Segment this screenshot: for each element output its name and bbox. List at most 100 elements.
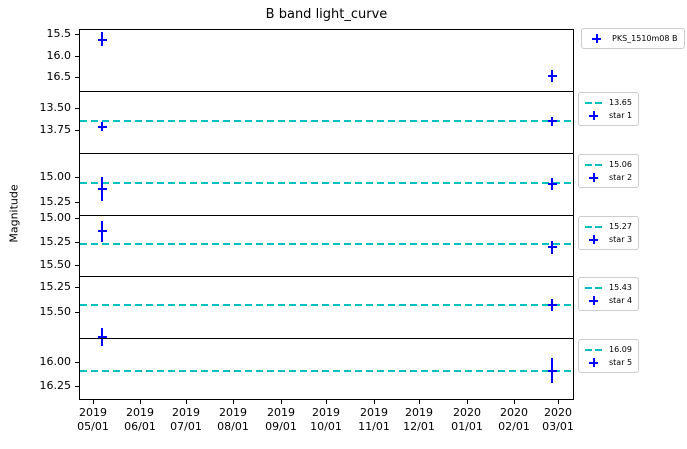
plus-marker-icon <box>588 34 605 43</box>
y-tick-label: 15.00 <box>39 211 72 224</box>
dashed-line-icon <box>585 160 602 169</box>
legend-label: star 2 <box>609 173 633 182</box>
x-tick-mark <box>467 400 468 404</box>
legend-entry: star 3 <box>585 233 632 246</box>
y-tick-mark <box>75 312 79 313</box>
legend-label: 15.06 <box>609 160 632 169</box>
y-tick-mark <box>75 177 79 178</box>
dashed-line-icon <box>585 283 602 292</box>
data-point <box>98 336 107 338</box>
x-tick-mark <box>93 400 94 404</box>
legend-star-1: 13.65 star 1 <box>578 92 640 126</box>
y-tick-label: 15.50 <box>39 258 72 271</box>
x-tick-mark <box>186 400 187 404</box>
plus-swatch-v <box>592 358 595 367</box>
x-tick-mark <box>419 400 420 404</box>
dashed-line-icon <box>585 345 602 354</box>
x-tick-mark <box>514 400 515 404</box>
plus-swatch-v <box>592 111 595 120</box>
dash-swatch-line <box>585 101 602 104</box>
y-tick-label: 15.25 <box>39 235 72 248</box>
reference-line <box>80 182 573 184</box>
data-point <box>548 120 557 122</box>
x-tick-mark <box>374 400 375 404</box>
x-tick-label: 2019 11/01 <box>358 406 390 433</box>
legend-label: star 3 <box>609 235 633 244</box>
legend-entry: 13.65 <box>585 96 632 109</box>
legend-label: 13.65 <box>609 98 632 107</box>
x-tick-label: 2019 05/01 <box>77 406 109 433</box>
plus-marker-icon <box>585 235 602 244</box>
plot-area <box>79 29 574 400</box>
panel-divider <box>79 338 574 339</box>
legend-label: star 5 <box>609 358 633 367</box>
legend-entry: star 2 <box>585 171 632 184</box>
legend-entry: 15.27 <box>585 220 632 233</box>
reference-line <box>80 243 573 245</box>
y-tick-mark <box>75 265 79 266</box>
legend-entry: star 5 <box>585 356 632 369</box>
data-point <box>98 188 107 190</box>
x-tick-mark <box>233 400 234 404</box>
data-point <box>98 39 107 41</box>
legend-entry: PKS_1510m08 B <box>588 32 678 45</box>
panel-divider <box>79 91 574 92</box>
y-tick-mark <box>75 202 79 203</box>
legend-star-3: 15.27 star 3 <box>578 216 640 250</box>
x-tick-mark <box>281 400 282 404</box>
reference-line <box>80 304 573 306</box>
panel-divider <box>79 153 574 154</box>
x-tick-mark <box>140 400 141 404</box>
x-tick-label: 2019 10/01 <box>310 406 342 433</box>
data-point <box>548 304 557 306</box>
data-point <box>548 370 557 372</box>
x-tick-label: 2020 02/01 <box>498 406 530 433</box>
y-tick-mark <box>75 362 79 363</box>
y-tick-mark <box>75 130 79 131</box>
x-tick-label: 2019 09/01 <box>265 406 297 433</box>
data-point <box>98 126 107 128</box>
x-tick-label: 2019 08/01 <box>217 406 249 433</box>
y-tick-label: 15.25 <box>39 195 72 208</box>
dash-swatch-line <box>585 286 602 289</box>
y-axis-label: Magnitude <box>7 184 21 243</box>
y-tick-label: 15.5 <box>46 27 72 40</box>
legend-entry: 15.43 <box>585 281 632 294</box>
y-tick-mark <box>75 242 79 243</box>
y-tick-label: 16.0 <box>46 49 72 62</box>
reference-line <box>80 120 573 122</box>
dash-swatch-line <box>585 225 602 228</box>
plus-marker-icon <box>585 111 602 120</box>
legend-label: 16.09 <box>609 345 632 354</box>
panel-divider <box>79 215 574 216</box>
legend-star-4: 15.43 star 4 <box>578 277 640 311</box>
legend-star-5: 16.09 star 5 <box>578 339 640 373</box>
data-point <box>548 183 557 185</box>
y-tick-mark <box>75 108 79 109</box>
y-tick-label: 16.25 <box>39 379 72 392</box>
legend-label: 15.27 <box>609 222 632 231</box>
dash-swatch-line <box>585 348 602 351</box>
legend-label: PKS_1510m08 B <box>612 34 678 43</box>
y-tick-mark <box>75 218 79 219</box>
legend-entry: star 1 <box>585 109 632 122</box>
y-tick-mark <box>75 56 79 57</box>
dashed-line-icon <box>585 98 602 107</box>
plus-swatch-v <box>592 296 595 305</box>
y-tick-label: 13.75 <box>39 123 72 136</box>
legend-label: star 1 <box>609 111 633 120</box>
x-tick-label: 2020 01/01 <box>451 406 483 433</box>
y-tick-mark <box>75 287 79 288</box>
y-tick-label: 13.50 <box>39 101 72 114</box>
y-tick-label: 16.5 <box>46 70 72 83</box>
y-tick-mark <box>75 386 79 387</box>
legend-pks-1510m08-b: PKS_1510m08 B <box>581 28 685 49</box>
plus-swatch-v <box>592 235 595 244</box>
legend-label: star 4 <box>609 296 633 305</box>
data-point <box>548 246 557 248</box>
plus-swatch-v <box>592 173 595 182</box>
plus-marker-icon <box>585 173 602 182</box>
data-point <box>98 230 107 232</box>
x-tick-mark <box>326 400 327 404</box>
legend-entry: 16.09 <box>585 343 632 356</box>
